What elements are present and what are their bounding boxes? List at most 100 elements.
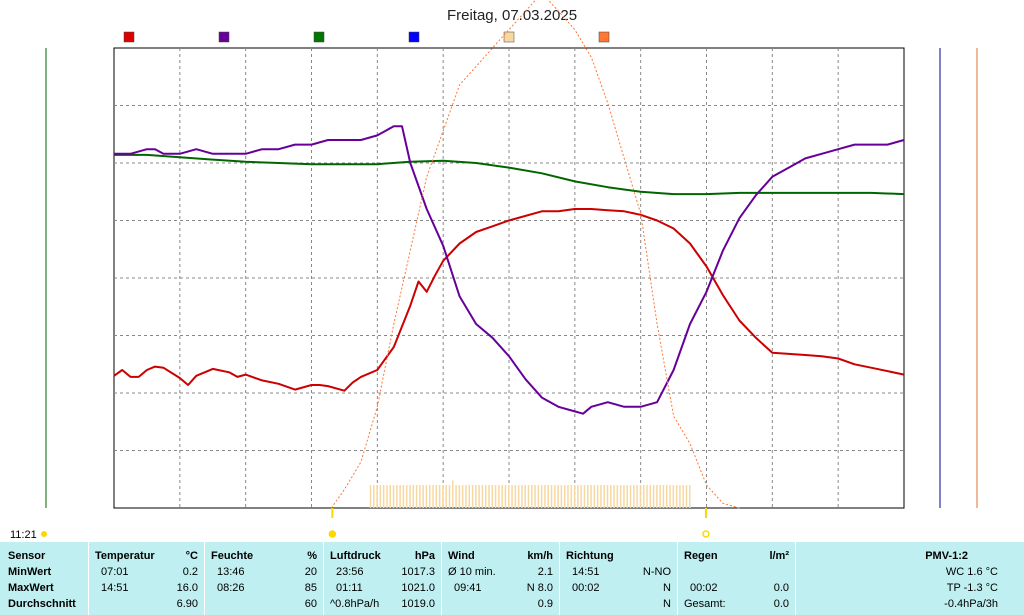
sonnenschein-bar: [432, 485, 434, 508]
stats-col-wind: Wind km/h Ø 10 min. 2.1 09:41 N 8.0 0.9: [442, 542, 560, 615]
luftdruck-unit: hPa: [414, 550, 435, 562]
grid-lines: [114, 48, 904, 508]
pmv-windchill: WC 1.6 °C: [945, 566, 998, 578]
sonnenschein-bar: [616, 485, 619, 508]
feuchte-avg-val: 60: [304, 598, 317, 610]
avg-label: Durchschnitt: [8, 598, 76, 610]
sonnenschein-bar: [560, 485, 563, 508]
sonnenschein-bar: [478, 485, 480, 508]
feuchte-line: [114, 125, 905, 415]
sonnenschein-bar: [415, 485, 418, 508]
sonnenschein-bars: [369, 480, 691, 508]
temperatur-avg-val: 6.90: [176, 598, 198, 610]
legend-swatch: [408, 31, 420, 43]
sonnenschein-bar: [623, 485, 625, 508]
sonnenschein-bar: [392, 485, 395, 508]
richtung-max-time: 00:02: [572, 582, 600, 594]
luftdruck-min-time: 23:56: [336, 566, 364, 578]
luftdruck-header: Luftdruck: [330, 550, 381, 562]
regen-unit: l/m²: [769, 550, 789, 562]
sonnenschein-bar: [511, 485, 513, 508]
sonnenschein-bar: [636, 485, 638, 508]
sonnenschein-bar: [646, 485, 648, 508]
wind-header: Wind: [448, 550, 475, 562]
wind-max-val: N 8.0: [526, 582, 553, 594]
luftdruck-line: [114, 153, 905, 196]
feuchte-header: Feuchte: [211, 550, 254, 562]
sonnenschein-bar: [484, 485, 487, 508]
sonnenschein-bar: [537, 485, 540, 508]
temperatur-line: [113, 208, 905, 392]
temperatur-unit: °C: [185, 550, 198, 562]
temperatur-min-val: 0.2: [182, 566, 198, 578]
stats-col-richtung: Richtung 14:51 N-NO 00:02 N N: [560, 542, 678, 615]
sonnenschein-bar: [491, 485, 494, 508]
sonnenschein-bar: [587, 485, 589, 508]
luftdruck-max-val: 1021.0: [401, 582, 435, 594]
weather-chart: Freitag, 07.03.2025 11:21: [10, 0, 978, 541]
sonnenschein-bar: [517, 485, 520, 508]
feuchte-min-time: 13:46: [217, 566, 245, 578]
pmv-taupunkt: TP -1.3 °C: [946, 582, 998, 594]
sun-markers: [328, 508, 710, 538]
sonnenschein-bar: [666, 485, 668, 508]
regen-max-time: 00:02: [690, 582, 718, 594]
chart-title: Freitag, 07.03.2025: [447, 7, 577, 24]
stats-col-regen: Regen l/m² 00:02 0.0 Gesamt: 0.0: [678, 542, 796, 615]
sonnenschein-bar: [557, 485, 559, 508]
temperatur-max-time: 14:51: [101, 582, 129, 594]
axis-ticks: [45, 48, 978, 508]
sonnenschein-bar: [435, 485, 438, 508]
sonnenschein-bar: [603, 485, 605, 508]
sonnenschein-bar: [445, 485, 447, 508]
sonnenschein-bar: [498, 485, 500, 508]
temperatur-header: Temperatur: [95, 550, 155, 562]
sonnenschein-bar: [494, 485, 497, 508]
sonnenschein-bar: [656, 485, 658, 508]
sonnenschein-bar: [606, 485, 609, 508]
richtung-header: Richtung: [566, 550, 614, 562]
sonnenschein-bar: [610, 485, 612, 508]
sonnenschein-bar: [590, 485, 592, 508]
sonnenschein-bar: [577, 485, 579, 508]
sonnenschein-bar: [649, 485, 652, 508]
pmv-header: PMV-1:2: [925, 550, 968, 562]
feuchte-max-val: 85: [304, 582, 317, 594]
stats-table: Sensor MinWert MaxWert Durchschnitt Temp…: [0, 542, 1024, 615]
sonnenschein-bar: [521, 485, 523, 508]
chart-legend: [123, 31, 610, 43]
sonnenschein-bar: [465, 485, 467, 508]
sonnenschein-bar: [626, 485, 628, 508]
sonnenschein-bar: [369, 485, 372, 508]
richtung-min-time: 14:51: [572, 566, 600, 578]
sun-icon: [41, 531, 47, 537]
pmv-pressure-trend: -0.4hPa/3h: [944, 598, 998, 610]
legend-swatch: [503, 31, 515, 43]
wind-max-time: 09:41: [454, 582, 482, 594]
max-label: MaxWert: [8, 582, 54, 594]
sonnenschein-bar: [567, 485, 569, 508]
sonnenschein-bar: [652, 485, 655, 508]
stats-col-pmv: PMV-1:2 WC 1.6 °C TP -1.3 °C -0.4hPa/3h: [796, 542, 1024, 615]
legend-swatch: [123, 31, 135, 43]
stats-col-sensor: Sensor MinWert MaxWert Durchschnitt: [0, 542, 89, 615]
sonnenschein-bar: [501, 485, 503, 508]
luftdruck-avg-val: 1019.0: [401, 598, 435, 610]
sonnenschein-bar: [534, 485, 536, 508]
sonnenschein-bar: [531, 485, 533, 508]
sonnenschein-bar: [639, 485, 642, 508]
sonnenschein-bar: [442, 485, 444, 508]
sonnenschein-bar: [448, 485, 451, 508]
luftdruck-min-val: 1017.3: [401, 566, 435, 578]
sonnenschein-bar: [685, 485, 688, 508]
feuchte-max-time: 08:26: [217, 582, 245, 594]
sonnenschein-bar: [613, 485, 615, 508]
sonnenschein-bar: [642, 485, 645, 508]
sonnenschein-bar: [438, 485, 441, 508]
time-label: 11:21: [10, 529, 37, 541]
sonnenschein-bar: [580, 485, 582, 508]
sonnenschein-bar: [593, 485, 596, 508]
sonnenschein-bar: [468, 485, 470, 508]
richtung-avg-val: N: [663, 598, 671, 610]
sonnenschein-bar: [455, 485, 457, 508]
